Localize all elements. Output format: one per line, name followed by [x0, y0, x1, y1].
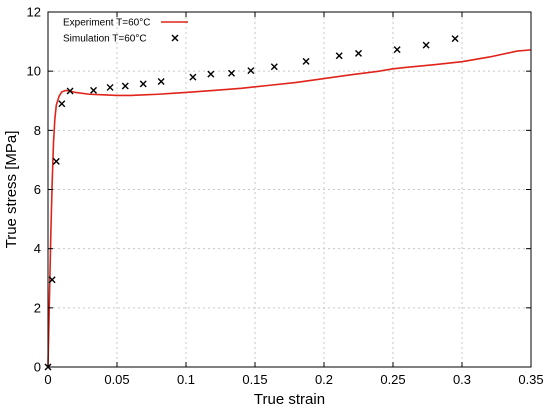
y-tick-label: 8 [34, 123, 41, 138]
simulation-point [270, 63, 278, 71]
marker-stroke [207, 70, 215, 78]
marker-stroke [228, 69, 236, 77]
simulation-point [106, 83, 114, 91]
simulation-point [58, 100, 66, 108]
legend-label: Simulation T=60°C [63, 34, 147, 45]
x-tick-label: 0.35 [518, 372, 543, 387]
simulation-point [247, 67, 255, 75]
simulation-point [48, 276, 56, 284]
legend-label: Experiment T=60°C [63, 18, 150, 29]
marker-stroke [335, 52, 343, 60]
simulation-point [451, 35, 459, 43]
marker-stroke [422, 41, 430, 49]
simulation-point [302, 57, 310, 65]
simulation-point [189, 73, 197, 81]
x-tick-label: 0.15 [242, 372, 267, 387]
legend-swatch-marker [171, 34, 179, 42]
x-tick-label: 0.05 [104, 372, 129, 387]
marker-stroke [58, 100, 66, 108]
marker-stroke [393, 46, 401, 54]
y-tick-label: 2 [34, 300, 41, 315]
x-axis-title: True strain [254, 391, 325, 408]
x-tick-label: 0 [44, 372, 51, 387]
marker-stroke [121, 82, 129, 90]
simulation-point [121, 82, 129, 90]
simulation-point [393, 46, 401, 54]
marker-stroke [66, 87, 74, 95]
simulation-point [422, 41, 430, 49]
marker-stroke [157, 78, 165, 86]
marker-stroke [90, 86, 98, 94]
simulation-point [139, 80, 147, 88]
grid-lines [48, 12, 531, 367]
marker-stroke [451, 35, 459, 43]
x-tick-label: 0.3 [453, 372, 471, 387]
simulation-point [52, 157, 60, 165]
simulation-point [335, 52, 343, 60]
marker-stroke [189, 73, 197, 81]
y-tick-label: 4 [34, 241, 41, 256]
marker-stroke [139, 80, 147, 88]
x-tick-label: 0.2 [315, 372, 333, 387]
marker-stroke [355, 49, 362, 57]
marker-stroke [52, 157, 60, 165]
legend: Experiment T=60°C Simulation T=60°C [63, 18, 188, 45]
y-tick-label: 0 [34, 360, 41, 375]
simulation-point [228, 69, 236, 77]
y-axis-title: True stress [MPa] [3, 131, 20, 249]
x-tick-label: 0.25 [380, 372, 405, 387]
marker-stroke [48, 276, 56, 284]
y-tick-label: 12 [27, 5, 41, 20]
simulation-point [90, 86, 98, 94]
series-layer [44, 35, 532, 371]
simulation-point [157, 78, 165, 86]
marker-stroke [270, 63, 278, 71]
y-tick-label: 10 [27, 64, 41, 79]
marker-stroke [171, 34, 179, 42]
simulation-point [207, 70, 215, 78]
marker-stroke [247, 67, 255, 75]
axis-ticks: 0 0.05 0.1 0.15 0.2 0.25 0.3 0.35 0 2 4 6 8 10 12 [27, 5, 544, 388]
experiment-curve [47, 49, 532, 368]
x-tick-label: 0.1 [177, 372, 195, 387]
y-tick-label: 6 [34, 182, 41, 197]
simulation-point [66, 87, 74, 95]
simulation-point [355, 49, 362, 57]
marker-stroke [106, 83, 114, 91]
marker-stroke [302, 57, 310, 65]
